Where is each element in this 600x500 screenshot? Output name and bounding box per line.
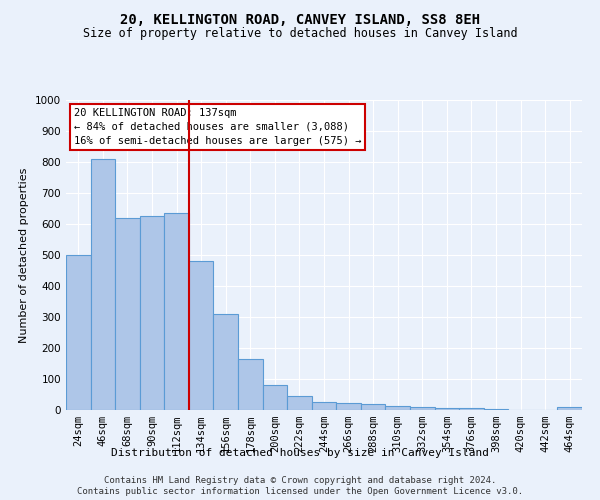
Text: Contains public sector information licensed under the Open Government Licence v3: Contains public sector information licen…: [77, 488, 523, 496]
Bar: [385, 406, 410, 410]
Text: 20, KELLINGTON ROAD, CANVEY ISLAND, SS8 8EH: 20, KELLINGTON ROAD, CANVEY ISLAND, SS8 …: [120, 12, 480, 26]
Bar: [336, 403, 361, 410]
Bar: [66, 255, 91, 410]
Text: 20 KELLINGTON ROAD: 137sqm
← 84% of detached houses are smaller (3,088)
16% of s: 20 KELLINGTON ROAD: 137sqm ← 84% of deta…: [74, 108, 361, 146]
Bar: [238, 360, 263, 410]
Bar: [459, 408, 484, 410]
Bar: [91, 159, 115, 410]
Bar: [312, 402, 336, 410]
Bar: [115, 218, 140, 410]
Y-axis label: Number of detached properties: Number of detached properties: [19, 168, 29, 342]
Bar: [557, 407, 582, 410]
Bar: [164, 213, 189, 410]
Bar: [410, 407, 434, 410]
Text: Distribution of detached houses by size in Canvey Island: Distribution of detached houses by size …: [111, 448, 489, 458]
Bar: [140, 216, 164, 410]
Text: Size of property relative to detached houses in Canvey Island: Size of property relative to detached ho…: [83, 28, 517, 40]
Bar: [189, 261, 214, 410]
Bar: [361, 404, 385, 410]
Text: Contains HM Land Registry data © Crown copyright and database right 2024.: Contains HM Land Registry data © Crown c…: [104, 476, 496, 485]
Bar: [214, 314, 238, 410]
Bar: [484, 409, 508, 410]
Bar: [434, 408, 459, 410]
Bar: [287, 396, 312, 410]
Bar: [263, 385, 287, 410]
